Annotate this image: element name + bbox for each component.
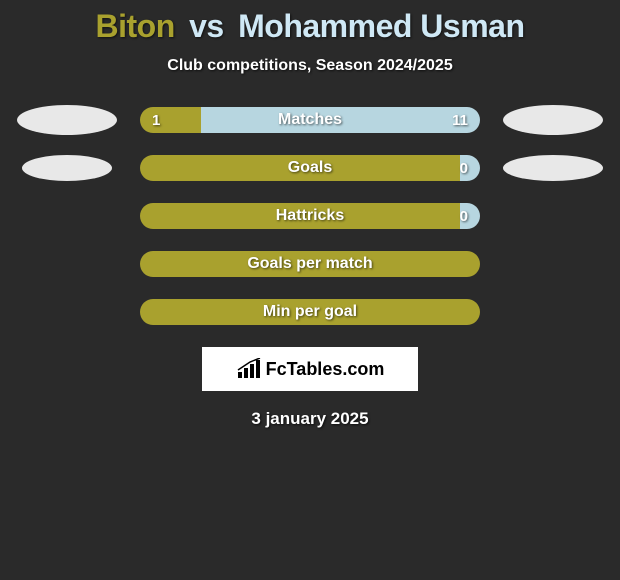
stat-bar: 0Hattricks xyxy=(140,203,480,229)
stat-bar: Goals per match xyxy=(140,251,480,277)
stat-row: 0Goals xyxy=(0,155,620,181)
player1-name: Biton xyxy=(95,8,174,44)
stat-bar: Min per goal xyxy=(140,299,480,325)
chart-icon xyxy=(236,358,262,380)
stat-row: Goals per match xyxy=(0,251,620,277)
bar-label: Matches xyxy=(140,107,480,133)
player1-avatar xyxy=(22,155,112,181)
avatar-slot-right xyxy=(498,105,608,135)
vs-text: vs xyxy=(189,8,224,44)
avatar-slot-left xyxy=(12,105,122,135)
logo-text: FcTables.com xyxy=(266,359,385,380)
bar-label: Goals per match xyxy=(140,251,480,277)
bar-label: Hattricks xyxy=(140,203,480,229)
comparison-card: Biton vs Mohammed Usman Club competition… xyxy=(0,0,620,429)
player2-avatar xyxy=(503,155,603,181)
stat-row: Min per goal xyxy=(0,299,620,325)
stat-row: 111Matches xyxy=(0,107,620,133)
bar-label: Min per goal xyxy=(140,299,480,325)
bar-label: Goals xyxy=(140,155,480,181)
stat-rows: 111Matches 0Goals 0Hattricks Goals per matc… xyxy=(0,107,620,325)
date-text: 3 january 2025 xyxy=(0,409,620,429)
stat-row: 0Hattricks xyxy=(0,203,620,229)
subtitle: Club competitions, Season 2024/2025 xyxy=(0,57,620,75)
player2-avatar xyxy=(503,105,603,135)
player2-name: Mohammed Usman xyxy=(238,8,524,44)
avatar-slot-right xyxy=(498,155,608,181)
player1-avatar xyxy=(17,105,117,135)
avatar-slot-left xyxy=(12,155,122,181)
stat-bar: 111Matches xyxy=(140,107,480,133)
source-logo: FcTables.com xyxy=(202,347,418,391)
page-title: Biton vs Mohammed Usman xyxy=(0,8,620,45)
stat-bar: 0Goals xyxy=(140,155,480,181)
